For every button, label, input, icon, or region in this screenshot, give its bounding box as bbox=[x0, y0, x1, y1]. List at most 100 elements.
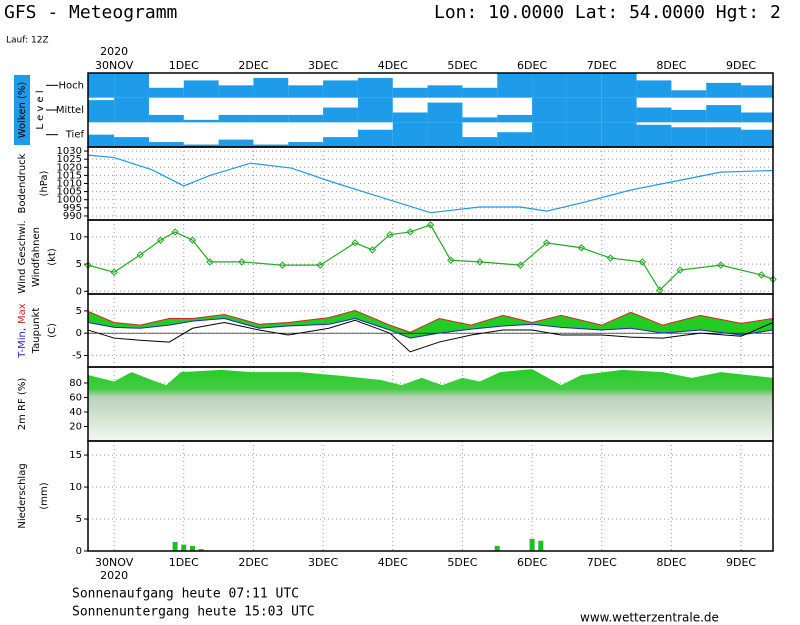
cloud-cell bbox=[323, 137, 358, 147]
y-tick-label: 1030 bbox=[57, 146, 82, 157]
y-tick-label: 1020 bbox=[57, 162, 82, 173]
date-label-bottom: 6DEC bbox=[517, 556, 547, 569]
y-tick-label: 40 bbox=[69, 407, 82, 418]
y-tick-label: 1005 bbox=[57, 187, 82, 198]
cloud-cell bbox=[114, 97, 149, 123]
bar bbox=[198, 549, 204, 551]
y-tick-label: 80 bbox=[69, 378, 82, 389]
date-label-top: 7DEC bbox=[587, 59, 617, 72]
cloud-cell bbox=[566, 122, 602, 147]
cloud-cell bbox=[706, 82, 742, 98]
date-label-bottom: 4DEC bbox=[378, 556, 408, 569]
cloud-cell bbox=[706, 127, 742, 147]
marker bbox=[156, 236, 165, 244]
cloud-cell bbox=[636, 124, 672, 147]
date-label-bottom: 7DEC bbox=[587, 556, 617, 569]
cloud-cell bbox=[427, 85, 463, 98]
y-label-2: Windfahnen bbox=[31, 227, 42, 287]
marker bbox=[386, 230, 394, 239]
cloud-cell bbox=[741, 129, 773, 147]
cloud-cell bbox=[88, 73, 115, 98]
marker bbox=[638, 258, 647, 266]
date-label-top: 1DEC bbox=[169, 59, 199, 72]
y-tick-label: 995 bbox=[63, 203, 82, 214]
cloud-cell bbox=[462, 87, 498, 98]
y-label: 2m RF (%) bbox=[17, 378, 28, 431]
marker bbox=[351, 239, 359, 247]
y-tick-label: 1025 bbox=[57, 154, 82, 165]
panel-frame bbox=[87, 440, 774, 552]
cloud-label-bg bbox=[14, 75, 30, 145]
year-bottom: 2020 bbox=[100, 569, 128, 582]
cloud-cell bbox=[497, 73, 533, 98]
marker bbox=[606, 254, 615, 262]
location: Lon: 10.0000 Lat: 54.0000 Hgt: 2 bbox=[434, 2, 781, 23]
marker bbox=[238, 258, 246, 266]
y-label: Wind Geschwi. bbox=[17, 220, 28, 293]
date-label-bottom: 9DEC bbox=[726, 556, 756, 569]
cloud-cell bbox=[323, 80, 358, 98]
marker bbox=[577, 244, 586, 252]
cloud-cell bbox=[148, 114, 184, 123]
y-label-part: T-Min, bbox=[17, 328, 28, 359]
line bbox=[87, 317, 774, 339]
cloud-cell bbox=[427, 122, 463, 147]
cloud-cell bbox=[497, 114, 533, 123]
date-label-top: 9DEC bbox=[726, 59, 756, 72]
unit-label: (hPa) bbox=[39, 170, 50, 196]
site: www.wetterzentrale.de bbox=[580, 611, 719, 625]
cloud-cell bbox=[253, 114, 289, 123]
y-label: Niederschlag bbox=[17, 463, 28, 528]
y-tick-label: 0 bbox=[76, 328, 82, 339]
cloud-cell bbox=[601, 73, 637, 98]
date-label-bottom: 30NOV bbox=[95, 556, 134, 569]
cloud-cell bbox=[357, 129, 393, 147]
marker bbox=[406, 228, 414, 236]
bar bbox=[172, 542, 178, 551]
cloud-cell bbox=[532, 97, 567, 123]
marker bbox=[188, 236, 197, 244]
marker bbox=[316, 261, 324, 269]
y-tick-label: 15 bbox=[69, 450, 82, 461]
marker bbox=[136, 251, 144, 259]
date-label-top: 3DEC bbox=[308, 59, 338, 72]
cloud-cell bbox=[357, 77, 393, 98]
cloud-cell bbox=[218, 114, 254, 123]
cloud-cell bbox=[462, 137, 498, 147]
y-tick-label: 10 bbox=[69, 482, 82, 493]
y-tick-label: 0 bbox=[76, 286, 82, 297]
panel-frame bbox=[87, 219, 774, 295]
y-tick-label: 0 bbox=[76, 546, 82, 557]
sunrise: Sonnenaufgang heute 07:11 UTC bbox=[72, 587, 299, 602]
marker bbox=[476, 258, 484, 266]
date-label-bottom: 3DEC bbox=[308, 556, 338, 569]
bar bbox=[538, 540, 544, 551]
date-label-top: 4DEC bbox=[378, 59, 408, 72]
date-label-bottom: 5DEC bbox=[447, 556, 477, 569]
bar bbox=[529, 538, 535, 551]
cloud-cell bbox=[636, 80, 672, 98]
cloud-cell bbox=[741, 85, 773, 98]
y-tick-label: 1000 bbox=[57, 195, 82, 206]
cloud-cell bbox=[566, 97, 602, 123]
level-name: Tief bbox=[65, 130, 85, 141]
cloud-cell bbox=[148, 142, 184, 147]
date-label-top: 30NOV bbox=[95, 59, 134, 72]
y-tick-label: 5 bbox=[76, 514, 82, 525]
y-tick-label: 1010 bbox=[57, 179, 82, 190]
marker bbox=[757, 271, 766, 279]
cloud-cell bbox=[114, 137, 149, 147]
cloud-cell bbox=[288, 142, 324, 147]
unit-label: (mm) bbox=[39, 482, 50, 509]
marker bbox=[368, 246, 377, 254]
cloud-cell bbox=[671, 90, 707, 98]
marker bbox=[447, 256, 455, 264]
marker bbox=[426, 221, 435, 229]
cloud-cell bbox=[427, 102, 463, 123]
marker bbox=[206, 258, 214, 266]
y-tick-label: 1015 bbox=[57, 170, 82, 181]
y-tick-label: -5 bbox=[72, 350, 82, 361]
line bbox=[87, 154, 774, 214]
y-tick-label: 10 bbox=[69, 232, 82, 243]
